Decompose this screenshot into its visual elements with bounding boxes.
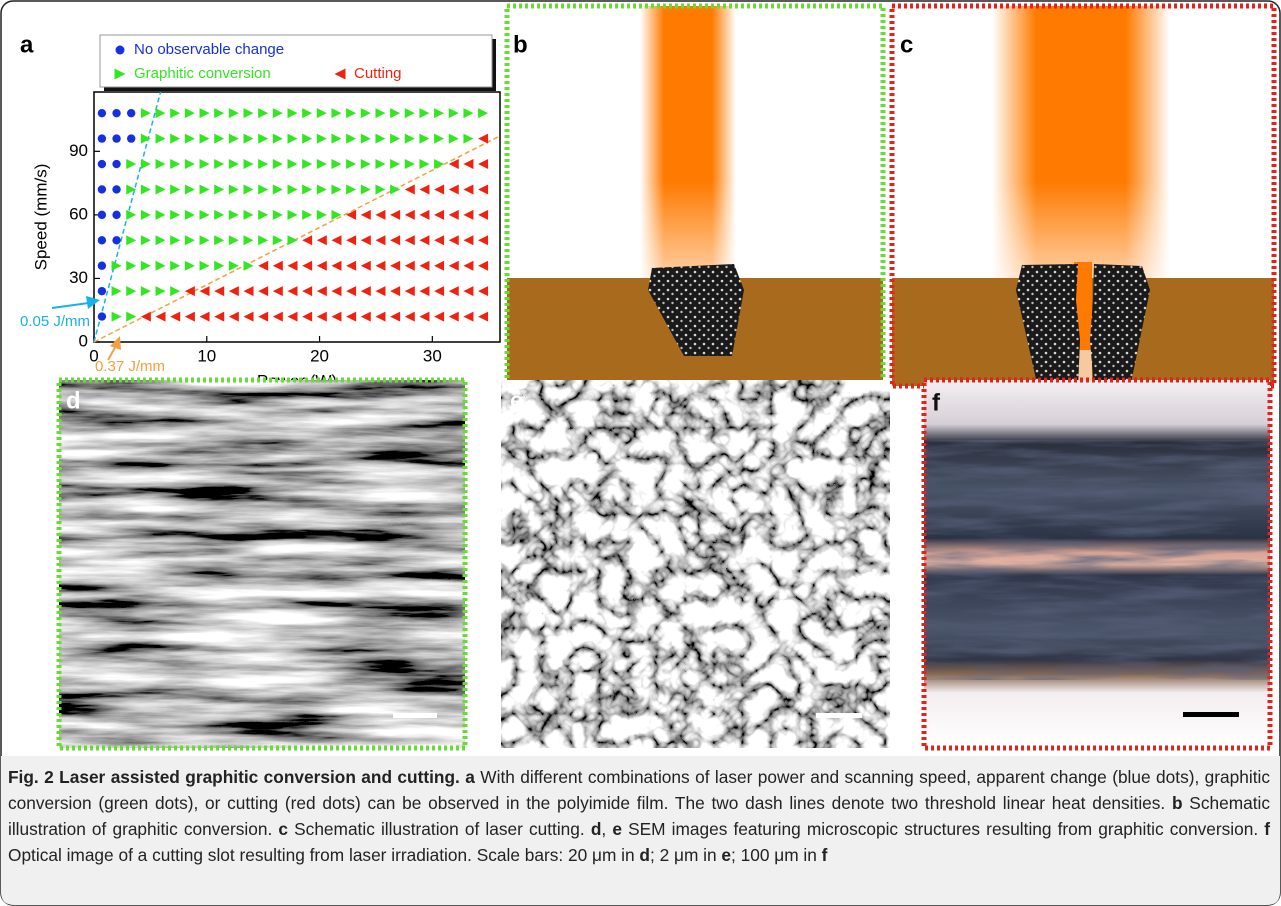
panel-label: e (510, 387, 523, 414)
caption-text: Schematic illustration of laser cutting. (288, 819, 591, 839)
data-point (98, 109, 106, 117)
caption-bold-text: c (278, 819, 288, 839)
data-point (98, 134, 106, 142)
data-point (112, 134, 120, 142)
caption-bold-text: Fig. 2 Laser assisted graphitic conversi… (8, 767, 460, 787)
caption-bold-text: f (822, 845, 828, 865)
caption-text: , (601, 819, 612, 839)
caption-bold-text: f (1264, 819, 1270, 839)
schematic-laser-cutting (892, 6, 1274, 388)
caption-bold-text: b (1172, 793, 1183, 813)
data-point (98, 262, 106, 270)
caption-text: ; 100 μm in (731, 845, 822, 865)
data-point (112, 185, 120, 193)
data-point (112, 109, 120, 117)
data-point (112, 160, 120, 168)
panel-label: c (900, 31, 913, 58)
caption-text: SEM images featuring microscopic structu… (622, 819, 1264, 839)
panel-label: d (66, 387, 81, 414)
data-point (98, 160, 106, 168)
panel-label: b (513, 31, 528, 58)
x-tick-label: 30 (423, 346, 442, 365)
figure-caption: Fig. 2 Laser assisted graphitic conversi… (8, 764, 1270, 868)
legend-label: Graphitic conversion (134, 65, 271, 82)
y-axis-title: Speed (mm/s) (31, 164, 50, 271)
figure-page: 01020300306090Power (W)Speed (mm/s)0.05 … (0, 0, 1281, 906)
sem-image-d (59, 380, 465, 748)
y-tick-label: 60 (69, 204, 88, 223)
x-tick-label: 20 (310, 346, 329, 365)
panel-label: f (932, 389, 941, 416)
y-tick-label: 0 (79, 331, 88, 350)
caption-text: ; 2 μm in (650, 845, 721, 865)
data-point (98, 185, 106, 193)
y-tick-label: 30 (69, 268, 88, 287)
legend-label: No observable change (134, 41, 284, 58)
caption-bold-text: e (612, 819, 622, 839)
caption-bold-text: d (639, 845, 650, 865)
threshold-label: 0.05 J/mm (20, 313, 90, 330)
caption-text: Optical image of a cutting slot resultin… (8, 845, 639, 865)
panel-label: a (20, 31, 34, 58)
threshold-label: 0.37 J/mm (95, 358, 165, 375)
legend-label: Cutting (354, 65, 402, 82)
sem-image-e (501, 380, 890, 748)
data-point (98, 236, 106, 244)
data-point (98, 312, 106, 320)
x-tick-label: 10 (197, 346, 216, 365)
data-point (112, 211, 120, 219)
caption-bold-text: a (465, 767, 475, 787)
caption-bold-text: e (721, 845, 731, 865)
data-point (98, 287, 106, 295)
data-point (112, 236, 120, 244)
legend-marker (116, 46, 125, 55)
y-tick-label: 90 (69, 141, 88, 160)
caption-bold-text: d (591, 819, 602, 839)
data-point (127, 109, 135, 117)
schematic-graphitic-conversion (507, 6, 883, 386)
optical-image-f (924, 380, 1270, 748)
data-point (98, 211, 106, 219)
data-point (127, 134, 135, 142)
